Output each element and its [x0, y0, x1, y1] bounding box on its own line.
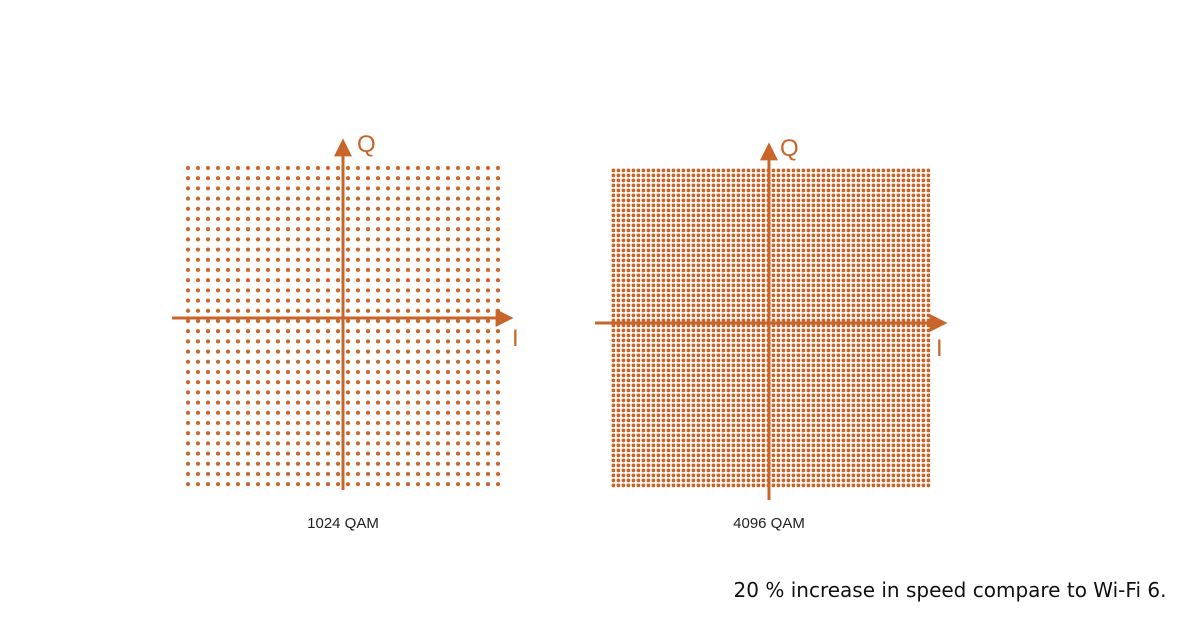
i-axis-label: I	[936, 335, 943, 362]
constellation-4096: Q I 4096 QAM	[595, 135, 948, 532]
constellation-points	[611, 168, 931, 488]
constellation-1024: Q I 1024 QAM	[172, 131, 519, 532]
caption: 1024 QAM	[307, 515, 379, 532]
i-axis-label: I	[512, 325, 519, 352]
caption: 4096 QAM	[733, 515, 805, 532]
q-axis-label: Q	[357, 131, 376, 158]
note: 20 % increase in speed compare to Wi-Fi …	[734, 578, 1167, 602]
q-axis-label: Q	[780, 135, 799, 162]
